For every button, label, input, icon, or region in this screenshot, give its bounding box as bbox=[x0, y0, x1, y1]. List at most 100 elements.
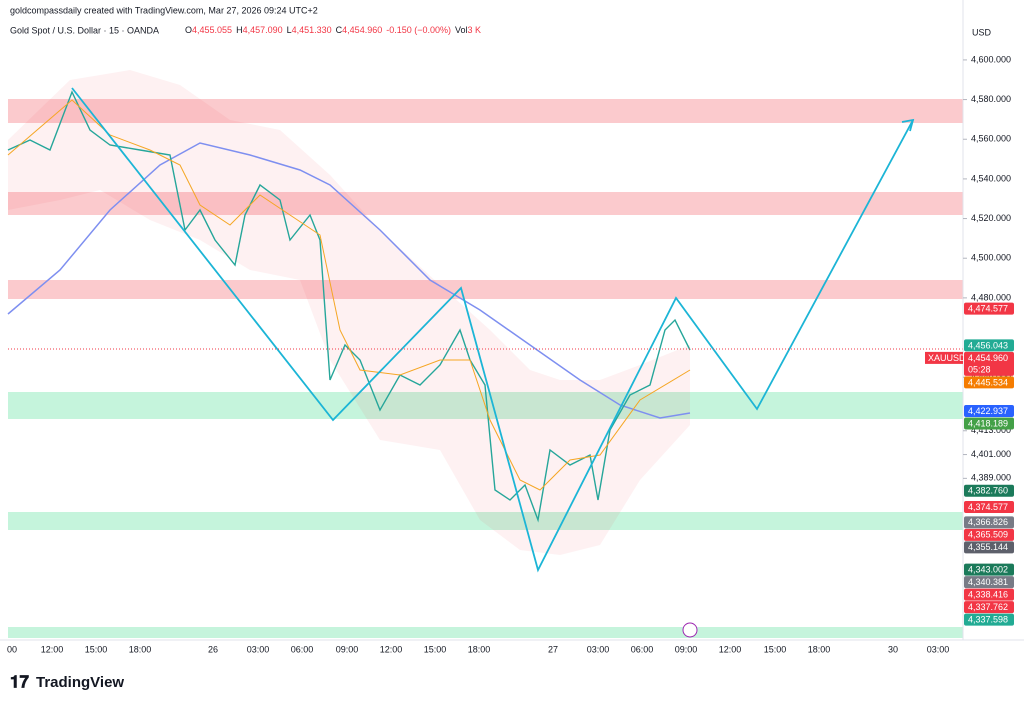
credit: goldcompassdaily created with TradingVie… bbox=[10, 5, 318, 15]
badge-label: 4,337.762 bbox=[968, 602, 1008, 612]
ohlc-part: 4,457.090 bbox=[243, 25, 283, 35]
price-tick-label: 4,600.000 bbox=[971, 54, 1011, 64]
ohlc-part: 3 K bbox=[468, 25, 482, 35]
badge-label: 4,454.960 bbox=[968, 353, 1008, 363]
ohlc-part: 4,451.330 bbox=[292, 25, 332, 35]
badge-box bbox=[964, 588, 1014, 601]
time-label: 15:00 bbox=[424, 644, 447, 654]
time-label: 12:00 bbox=[41, 644, 64, 654]
time-label: 06:00 bbox=[291, 644, 314, 654]
badge-box bbox=[964, 376, 1014, 389]
price-tick-label: 4,480.000 bbox=[971, 292, 1011, 302]
price-badge: 4,456.043 bbox=[964, 339, 1014, 352]
time-label: 09:00 bbox=[675, 644, 698, 654]
price-badge: 4,374.577 bbox=[964, 500, 1014, 513]
symbol: Gold Spot / U.S. Dollar · 15 · OANDA bbox=[10, 25, 159, 35]
bollinger-band bbox=[8, 70, 690, 555]
badge-box bbox=[964, 351, 1014, 376]
price-badge: 4,337.598 bbox=[964, 613, 1014, 626]
badge-box bbox=[964, 613, 1014, 626]
badge-label: 4,340.381 bbox=[968, 577, 1008, 587]
countdown: 05:28 bbox=[968, 364, 991, 374]
zones bbox=[8, 99, 963, 638]
support-zone bbox=[8, 627, 963, 638]
price-badge: 4,338.416 bbox=[964, 588, 1014, 601]
badge-box bbox=[964, 339, 1014, 352]
brand: TradingView bbox=[36, 674, 124, 691]
ohlc-part: 4,454.960 bbox=[342, 25, 382, 35]
time-label: 26 bbox=[208, 644, 218, 654]
time-label: 12:00 bbox=[380, 644, 403, 654]
badge-box bbox=[964, 417, 1014, 430]
ohlc-part: Vol bbox=[455, 25, 468, 35]
price-tick-label: 4,413.000 bbox=[971, 425, 1011, 435]
logo-mark: 𝟏𝟕 bbox=[10, 672, 29, 691]
time-label: 27 bbox=[548, 644, 558, 654]
price-badge: 4,343.002 bbox=[964, 563, 1014, 576]
badge-box bbox=[964, 484, 1014, 497]
ohlc-part: O bbox=[185, 25, 192, 35]
time-label: 15:00 bbox=[764, 644, 787, 654]
time-label: 03:00 bbox=[927, 644, 950, 654]
ohlc-part: C bbox=[336, 25, 343, 35]
event-icon[interactable] bbox=[682, 622, 698, 638]
badge-label: 4,365.509 bbox=[968, 530, 1008, 540]
arrow-head bbox=[901, 118, 915, 132]
price-badge: 4,366.826 bbox=[964, 516, 1014, 529]
zigzag-projection bbox=[71, 87, 914, 573]
badge-label: 4,474.577 bbox=[968, 304, 1008, 314]
price-tick-label: 4,389.000 bbox=[971, 473, 1011, 483]
badge-box bbox=[964, 563, 1014, 576]
price-badge: 4,365.509 bbox=[964, 528, 1014, 541]
time-label: 15:00 bbox=[85, 644, 108, 654]
support-zone bbox=[8, 512, 963, 530]
resistance-zone bbox=[8, 192, 963, 215]
time-label: 00 bbox=[7, 644, 17, 654]
badge-label: 4,422.937 bbox=[968, 406, 1008, 416]
price-badge: 4,422.937 bbox=[964, 405, 1014, 418]
badge-label: 4,382.760 bbox=[968, 486, 1008, 496]
resistance-zone bbox=[8, 99, 963, 123]
currency: USD bbox=[972, 27, 992, 37]
price-badge: 4,445.534 bbox=[964, 376, 1014, 389]
time-label: 18:00 bbox=[808, 644, 831, 654]
badge-box bbox=[964, 541, 1014, 554]
symbol: XAUUSD bbox=[928, 353, 966, 363]
symbol-tag bbox=[925, 351, 963, 364]
badge-label: 4,338.416 bbox=[968, 589, 1008, 599]
ohlc-values: O4,455.055 H4,457.090 L4,451.330 C4,454.960… bbox=[185, 25, 481, 35]
price-badge: 4,355.144 bbox=[964, 541, 1014, 554]
badge-box bbox=[964, 576, 1014, 589]
badge-label: 4,418.189 bbox=[968, 418, 1008, 428]
price-tick-label: 4,560.000 bbox=[971, 134, 1011, 144]
time-label: 12:00 bbox=[719, 644, 742, 654]
price-tick-label: 4,500.000 bbox=[971, 253, 1011, 263]
badge-label: 4,374.577 bbox=[968, 502, 1008, 512]
badge-label: 4,343.002 bbox=[968, 564, 1008, 574]
ohlc-part: 4,455.055 bbox=[192, 25, 232, 35]
ema-line bbox=[7, 99, 691, 491]
price-badge: 4,418.189 bbox=[964, 417, 1014, 430]
time-label: 09:00 bbox=[336, 644, 359, 654]
price-tick-label: 4,520.000 bbox=[971, 213, 1011, 223]
price-badge: 4,340.381 bbox=[964, 576, 1014, 589]
ohlc-part: L bbox=[287, 25, 292, 35]
resistance-zone bbox=[8, 280, 963, 299]
badge-label: 4,337.598 bbox=[968, 614, 1008, 624]
badge-box bbox=[964, 601, 1014, 614]
time-label: 03:00 bbox=[587, 644, 610, 654]
price-path bbox=[7, 90, 691, 523]
moving-average bbox=[7, 142, 691, 419]
time-label: 30 bbox=[888, 644, 898, 654]
badge-box bbox=[964, 302, 1014, 315]
badge-box bbox=[964, 405, 1014, 418]
badge-label: 4,445.534 bbox=[968, 377, 1008, 387]
price-tick-label: 4,401.000 bbox=[971, 449, 1011, 459]
time-label: 06:00 bbox=[631, 644, 654, 654]
time-label: 03:00 bbox=[247, 644, 270, 654]
badge-label: 4,366.826 bbox=[968, 517, 1008, 527]
badge-label: 4,456.043 bbox=[968, 340, 1008, 350]
time-label: 18:00 bbox=[129, 644, 152, 654]
price-tick-label: 4,540.000 bbox=[971, 173, 1011, 183]
